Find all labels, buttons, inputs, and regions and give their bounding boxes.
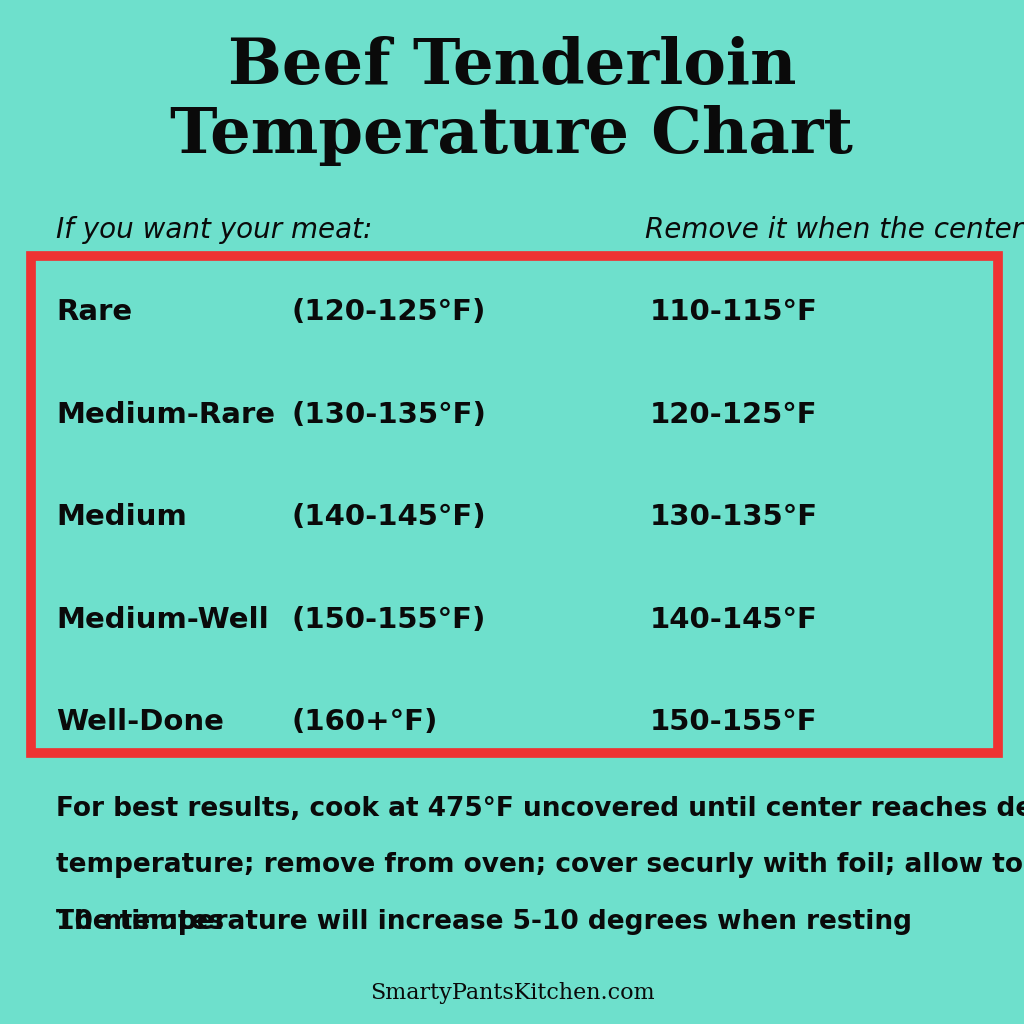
- Text: Well-Done: Well-Done: [56, 708, 224, 736]
- Text: SmartyPantsKitchen.com: SmartyPantsKitchen.com: [370, 982, 654, 1005]
- Text: Medium-Well: Medium-Well: [56, 605, 269, 634]
- FancyBboxPatch shape: [31, 256, 998, 753]
- Text: 110-115°F: 110-115°F: [650, 298, 818, 327]
- Text: (140-145°F): (140-145°F): [292, 503, 486, 531]
- Text: Rare: Rare: [56, 298, 132, 327]
- Text: 130-135°F: 130-135°F: [650, 503, 818, 531]
- Text: Remove it when the center is :: Remove it when the center is :: [645, 216, 1024, 245]
- Text: For best results, cook at 475°F uncovered until center reaches desired: For best results, cook at 475°F uncovere…: [56, 796, 1024, 822]
- Text: Beef Tenderloin: Beef Tenderloin: [227, 36, 797, 97]
- Text: 10-minutes: 10-minutes: [56, 908, 224, 935]
- Text: (150-155°F): (150-155°F): [292, 605, 486, 634]
- Text: Medium-Rare: Medium-Rare: [56, 400, 275, 429]
- Text: Temperature Chart: Temperature Chart: [171, 104, 853, 166]
- Text: (120-125°F): (120-125°F): [292, 298, 486, 327]
- Text: (130-135°F): (130-135°F): [292, 400, 486, 429]
- Text: temperature; remove from oven; cover securly with foil; allow to rest: temperature; remove from oven; cover sec…: [56, 852, 1024, 879]
- Text: If you want your meat:: If you want your meat:: [56, 216, 373, 245]
- Text: 140-145°F: 140-145°F: [650, 605, 818, 634]
- Text: (160+°F): (160+°F): [292, 708, 438, 736]
- Text: Medium: Medium: [56, 503, 187, 531]
- Text: The temperature will increase 5-10 degrees when resting: The temperature will increase 5-10 degre…: [56, 908, 912, 935]
- Text: 150-155°F: 150-155°F: [650, 708, 818, 736]
- Text: 120-125°F: 120-125°F: [650, 400, 818, 429]
